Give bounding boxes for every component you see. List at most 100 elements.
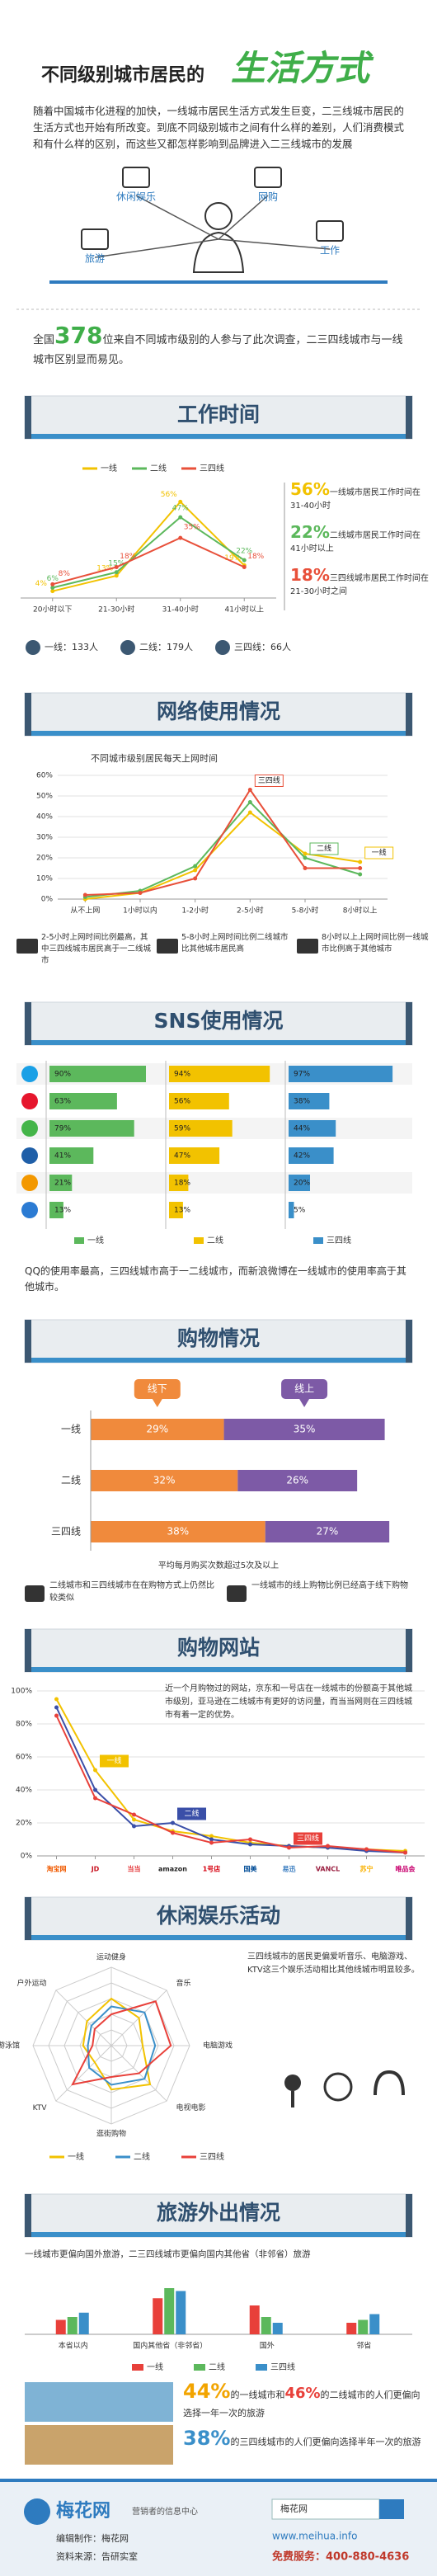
bar <box>169 1202 183 1218</box>
banner-left <box>25 1629 31 1672</box>
mic-stand <box>291 2091 294 2107</box>
leisure-text: 三四线城市的居民更偏爱听音乐、电脑游戏、KTV这三个娱乐活动相比其他线城市明显较… <box>247 1952 420 1975</box>
search-box <box>271 2498 380 2520</box>
work-note-text: 22%二线城市居民工作时间在41小时以上 <box>290 525 430 556</box>
bar <box>78 2312 89 2334</box>
banner-bg <box>24 1001 413 1046</box>
series-tag <box>364 846 394 859</box>
data-label: 97% <box>294 1071 310 1079</box>
banner-left <box>25 693 31 736</box>
text-span: 三四线城市的居民更偏爱听音乐、电脑游戏、KTV这三个娱乐活动相比其他线城市明显较… <box>247 1952 420 1975</box>
legend-label: 二线 <box>209 2362 225 2372</box>
icon-label: 旅游 <box>85 253 105 265</box>
text-span: 一线城市居民工作时间在31-40小时 <box>290 488 421 511</box>
point <box>171 1820 175 1825</box>
title: 不同级别城市居民的 <box>41 64 204 86</box>
y-tick-label: 一线 <box>61 1424 81 1435</box>
bar <box>49 1093 117 1109</box>
axis-label: 游泳馆 <box>0 2041 20 2051</box>
text-span: 378 <box>54 326 103 349</box>
series-name: 一线 <box>372 848 387 858</box>
axis-label: 运动健身 <box>96 1952 126 1962</box>
sns-note: QQ的使用率最高，三四线城市高于一二线城市，而新浪微博在一线城市的使用率高于其他… <box>25 1265 406 1293</box>
point <box>193 864 198 869</box>
x-tick-label: 1小时以内 <box>123 906 157 916</box>
banner-right <box>406 1897 412 1940</box>
legend-label: 三四线 <box>200 463 224 473</box>
data-label: 47% <box>172 505 189 513</box>
net-note-text: 2-5小时上网时间比例最高，其中三四线城市居民高于一二线城市 <box>41 932 155 967</box>
photo <box>25 2382 173 2422</box>
footer-bg <box>0 2479 437 2576</box>
series-line <box>52 536 245 586</box>
source: 资料来源：告研实室 <box>56 2550 138 2562</box>
bar <box>169 1120 233 1137</box>
legend-label: 二线 <box>207 1235 223 1246</box>
text-span: 近一个月购物过的网站，京东和一号店在一线城市的份额高于其他城市级别，亚马逊在二线… <box>165 1684 412 1720</box>
banner-bg <box>24 692 413 737</box>
radar-series <box>71 2000 172 2086</box>
intro-text: 随着中国城市化进程的加快，一线城市居民生活方式发生巨变，二三线城市居民的生活方式… <box>33 103 404 153</box>
y-tick-label: 三四线 <box>51 1526 81 1538</box>
bar <box>289 1175 310 1191</box>
bar <box>164 2288 175 2334</box>
series-name: 二线 <box>184 1809 199 1819</box>
data-label: 35% <box>294 1424 316 1435</box>
point <box>138 891 143 895</box>
shop-note-text: 一线城市的线上购物比例已经高于线下购物 <box>251 1580 416 1592</box>
work-note-text: 56%一线城市居民工作时间在31-40小时 <box>290 483 430 513</box>
data-label: 4% <box>35 580 48 588</box>
x-tick-label: 2-5小时 <box>237 906 264 916</box>
banner-right <box>406 693 412 736</box>
y-tick-label: 60% <box>16 1754 32 1762</box>
x-tick-label: 苏宁 <box>360 1865 374 1873</box>
y-tick-label: 50% <box>36 793 53 801</box>
radar-axis <box>55 2045 112 2102</box>
bar-segment <box>91 1470 238 1491</box>
legend-label: 三四线 <box>327 1235 351 1246</box>
chart-title: 不同城市级别居民每天上网时间 <box>91 752 218 764</box>
work-note: 22%二线城市居民工作时间在41小时以上 <box>290 525 430 556</box>
y-tick-label: 20% <box>16 1820 32 1828</box>
point <box>364 1847 369 1852</box>
x-tick-label: 邻省 <box>356 2341 371 2351</box>
series-line <box>85 788 360 896</box>
banner-stripe <box>25 434 412 439</box>
series-name: 一线 <box>106 1756 121 1766</box>
bar <box>369 2314 380 2334</box>
legend-label: 一线 <box>87 1235 104 1246</box>
icon-link <box>94 238 219 258</box>
travel-stat-text: 44%的一线城市和46%的二线城市的人们更偏向选择一年一次的旅游 <box>183 2382 422 2423</box>
mic-icon <box>284 2074 301 2091</box>
text-span: 22% <box>290 525 330 542</box>
bar <box>49 1147 94 1164</box>
note-icon <box>25 1585 45 1602</box>
legend-label: 二线 <box>134 2151 150 2162</box>
x-tick-label: 21-30小时 <box>98 605 134 615</box>
legend-label: 一线 <box>147 2362 163 2372</box>
bar <box>49 1202 63 1218</box>
point <box>209 1840 214 1845</box>
point <box>82 892 87 897</box>
icon-link <box>135 195 219 240</box>
point <box>242 558 247 563</box>
text-span: 的三四线城市的人们更偏向选择半年一次的旅游 <box>230 2437 421 2447</box>
bar <box>289 1147 334 1164</box>
legend-label: 线下 <box>148 1383 167 1395</box>
point <box>93 1787 97 1792</box>
work-note: 56%一线城市居民工作时间在31-40小时 <box>290 483 430 513</box>
legend-label: 一线 <box>101 463 117 473</box>
data-label: 21% <box>54 1180 71 1188</box>
data-label: 90% <box>54 1071 71 1079</box>
legend-swatch <box>74 1237 84 1244</box>
text-span: 位来自不同城市级别的人参与了此次调查，二三四线城市与一线城市区别显而易见。 <box>33 334 403 366</box>
banner-title: 休闲娱乐活动 <box>156 1904 280 1928</box>
point <box>50 582 55 586</box>
shop-note: 一线城市的线上购物比例已经高于线下购物 <box>251 1580 416 1592</box>
y-tick-label: 0% <box>41 896 54 904</box>
text-span: 一线城市的线上购物比例已经高于线下购物 <box>251 1581 408 1590</box>
y-tick-label: 100% <box>11 1688 32 1696</box>
series-tag <box>294 1832 322 1845</box>
net-note: 8小时以上上网时间比例一线城市比例高于其他城市 <box>322 933 429 954</box>
